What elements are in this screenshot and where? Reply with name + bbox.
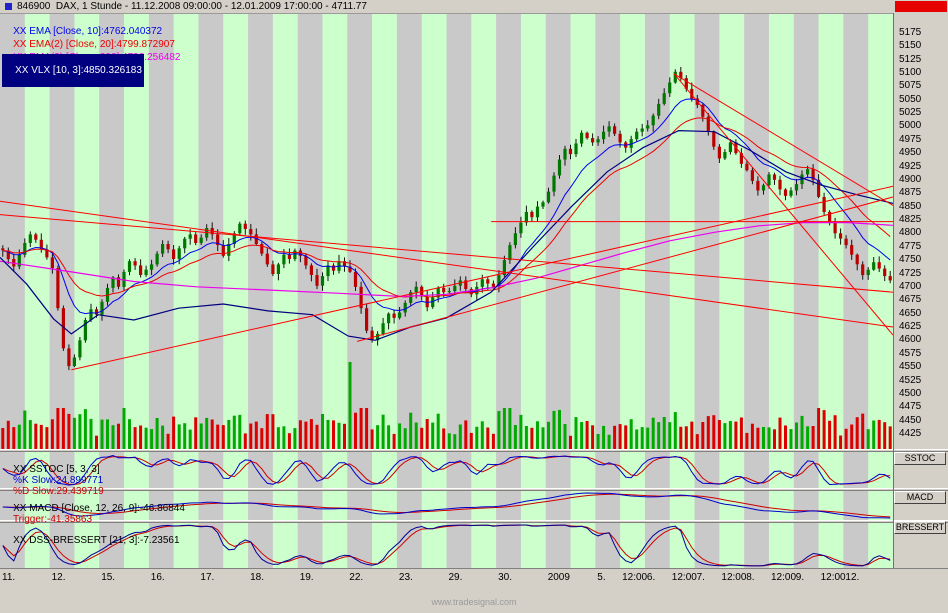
x-tick-label: 12:00 — [622, 572, 648, 583]
legend-ema10[interactable]: XX EMA [Close, 10]:4762.040372 — [2, 15, 162, 48]
axis-boundary-line — [0, 568, 948, 569]
dss-indicator-label[interactable]: XX DSS-BRESSERT [21, 3]:-7.23561 — [2, 524, 186, 557]
x-tick-label: 7. — [696, 572, 705, 583]
price-axis[interactable]: 4425 4450 4475 4500 4525 4550 4575 4600 4625 4650… — [896, 13, 946, 449]
panel-splitter[interactable] — [0, 449, 948, 452]
x-tick-label: 12:00 — [771, 572, 797, 583]
top-right-red-indicator — [895, 1, 947, 12]
x-tick-label: 12:00 — [671, 572, 697, 583]
price-tick-label: 4750 — [899, 254, 922, 266]
price-tick-label: 5050 — [899, 93, 922, 105]
x-tick-label: 8. — [746, 572, 755, 583]
price-tick-label: 4450 — [899, 414, 922, 426]
sstoc-k-value: %K Slow:24.899771 — [13, 475, 104, 486]
macd-panel[interactable] — [0, 491, 893, 520]
price-tick-label: 4900 — [899, 173, 922, 185]
window-title: 846900 DAX, 1 Stunde - 11.12.2008 09:00:… — [17, 1, 367, 12]
price-tick-label: 5125 — [899, 53, 922, 65]
price-tick-label: 4650 — [899, 307, 922, 319]
macd-panel-button[interactable]: MACD — [894, 491, 946, 504]
price-tick-label: 4875 — [899, 187, 922, 199]
price-tick-label: 4700 — [899, 280, 922, 292]
watermark: www.tradesignal.com — [431, 597, 517, 607]
legend-vlx-selected[interactable]: XX VLX [10, 3]:4850.326183 — [2, 54, 144, 87]
legend-ema20-text: XX EMA(2) [Close, 20]:4799.872907 — [13, 39, 175, 50]
price-tick-label: 5075 — [899, 80, 922, 92]
dss-label-text: XX DSS-BRESSERT [21, 3]:-7.23561 — [13, 535, 180, 546]
price-tick-label: 4775 — [899, 240, 922, 252]
price-tick-label: 4425 — [899, 428, 922, 439]
instrument-icon — [5, 3, 12, 10]
axis-divider — [893, 13, 894, 568]
legend-ema20[interactable]: XX EMA(2) [Close, 20]:4799.872907 — [2, 28, 175, 61]
price-tick-label: 4575 — [899, 347, 922, 359]
x-tick-label: 22. — [349, 572, 364, 583]
price-tick-label: 5100 — [899, 66, 922, 78]
price-tick-label: 4475 — [899, 401, 922, 413]
x-tick-label: 23. — [398, 572, 413, 583]
x-tick-label: 5. — [597, 572, 606, 583]
price-tick-label: 4550 — [899, 361, 922, 373]
price-tick-label: 4600 — [899, 334, 922, 346]
x-tick-label: 12:00 — [721, 572, 747, 583]
time-axis[interactable]: 11. 12. 15. 16. 17. 18. 19. 22. 23. 29. 30. 2009 5. 1… — [0, 571, 948, 585]
sstoc-label-prefix: XX SSTOC [5, 3, 3] — [13, 464, 100, 475]
sstoc-panel-button[interactable]: SSTOC — [894, 452, 946, 465]
title-bar: 846900 DAX, 1 Stunde - 11.12.2008 09:00:… — [0, 0, 948, 13]
dss-bressert-panel[interactable] — [0, 523, 893, 568]
price-tick-label: 4525 — [899, 374, 922, 386]
sstoc-d-value: %D Slow:29.439719 — [13, 486, 104, 497]
price-tick-label: 5000 — [899, 120, 922, 132]
price-tick-label: 4925 — [899, 160, 922, 172]
price-tick-label: 4950 — [899, 147, 922, 159]
panel-splitter[interactable] — [0, 520, 948, 523]
panel-splitter[interactable] — [0, 488, 948, 491]
x-tick-label: 2009 — [547, 572, 570, 583]
macd-indicator-label[interactable]: XX MACD [Close, 12, 26, 9]:-46.86844 Tri… — [2, 492, 191, 536]
x-tick-label: 9. — [795, 572, 805, 583]
x-tick-label: 17. — [200, 572, 215, 583]
price-tick-label: 4800 — [899, 227, 922, 239]
legend-vlx-text: XX VLX [10, 3]:4850.326183 — [15, 65, 142, 76]
x-tick-label: 19. — [299, 572, 314, 583]
x-tick-label: 18. — [250, 572, 264, 583]
price-tick-label: 4850 — [899, 200, 922, 212]
price-tick-label: 5175 — [899, 26, 922, 38]
x-tick-label: 30. — [498, 572, 512, 583]
price-tick-label: 5025 — [899, 107, 922, 118]
price-tick-label: 4500 — [899, 387, 922, 399]
price-tick-label: 4675 — [899, 294, 922, 306]
x-tick-label: 12. — [51, 572, 66, 583]
dss-panel-button[interactable]: BRESSERT — [894, 521, 946, 534]
price-tick-label: 5150 — [899, 40, 922, 52]
price-tick-label: 4625 — [899, 321, 922, 332]
price-tick-label: 4725 — [899, 267, 922, 279]
legend-ema10-text: XX EMA [Close, 10]:4762.040372 — [13, 26, 163, 37]
x-tick-label: 12. — [845, 572, 860, 583]
price-tick-label: 4975 — [899, 133, 922, 145]
macd-trigger-value: Trigger:-41.35863 — [12, 514, 93, 525]
sstoc-panel[interactable] — [0, 452, 893, 488]
sstoc-indicator-label[interactable]: XX SSTOC [5, 3, 3] %K Slow:24.899771 %D … — [2, 453, 110, 508]
x-tick-label: 6. — [646, 572, 656, 583]
x-tick-label: 12:00 — [820, 572, 846, 583]
macd-label-text: XX MACD [Close, 12, 26, 9]:-46.86844 — [13, 503, 185, 514]
x-tick-label: 29. — [448, 572, 463, 583]
x-tick-label: 16. — [150, 572, 165, 583]
x-tick-label: 15. — [101, 572, 116, 583]
x-tick-label: 11. — [2, 572, 16, 583]
price-tick-label: 4825 — [899, 214, 922, 225]
